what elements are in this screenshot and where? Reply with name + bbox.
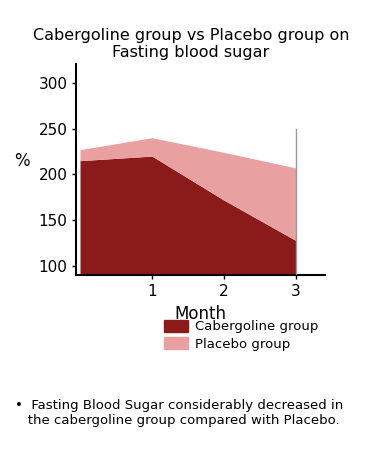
Text: Cabergoline group vs Placebo group on
Fasting blood sugar: Cabergoline group vs Placebo group on Fa… [33,28,349,60]
Legend: Cabergoline group, Placebo group: Cabergoline group, Placebo group [164,320,318,351]
Y-axis label: %: % [14,152,29,170]
Text: •  Fasting Blood Sugar considerably decreased in
   the cabergoline group compar: • Fasting Blood Sugar considerably decre… [15,399,343,427]
X-axis label: Month: Month [175,305,227,323]
